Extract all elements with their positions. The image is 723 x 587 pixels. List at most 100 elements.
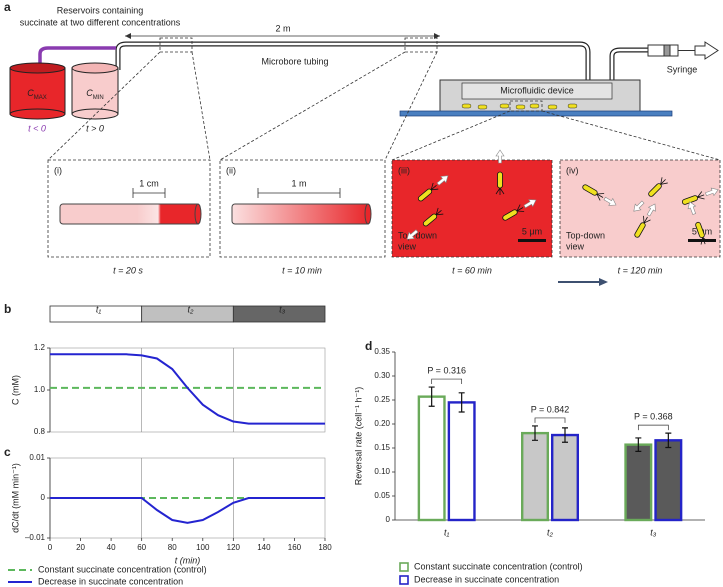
time-label: t > 0 [86,123,104,133]
flagella [643,215,651,224]
x-axis-label: t (min) [175,555,201,565]
tube-end [194,203,202,225]
time-label: t < 0 [28,123,46,133]
tubing-label: Microbore tubing [261,56,328,66]
flagella [435,207,444,216]
y-tick-label: 0.30 [374,371,390,380]
y-tick-label: 0.25 [374,395,390,404]
panel-label: a [4,0,11,14]
reservoir [71,67,119,115]
tubing [115,41,591,82]
zoom-line [47,51,721,161]
view-label: view [398,241,417,251]
significance-bracket [431,378,463,385]
p-value: P = 0.316 [427,365,466,375]
series-line [50,353,325,425]
y-tick-label: 1.2 [34,343,46,352]
view-label: Top-down [398,230,437,240]
device-chamber [461,82,613,100]
reservoir-label: CMIN [86,88,104,100]
bacterium [687,201,709,245]
legend-label: Decrease in succinate concentration [38,576,183,586]
legend-label: Constant succinate concentration (contro… [414,561,583,571]
y-tick-label: 0.8 [34,427,46,436]
subscript: MAX [34,95,47,101]
bar [551,433,580,522]
length-label: 2 m [275,23,290,33]
bacterium [495,149,505,195]
significance-bracket [534,417,566,423]
tubing [610,48,648,82]
y-tick-label: 0 [386,515,391,524]
bacterium [634,203,656,238]
flagella [700,237,709,245]
bar [417,395,446,522]
cell-body [497,171,503,189]
time-label: t = 20 s [113,265,143,275]
flow-arrow [694,41,719,60]
reservoirs-label: succinate at two different concentration… [20,17,181,27]
y-tick-label: 0.01 [29,453,45,462]
motion-arrow [603,196,617,206]
bacterium [417,175,449,202]
syringe-plunger [663,44,671,57]
tubing [38,46,116,66]
tube-end [364,203,372,225]
motion-arrow [523,199,537,209]
inset-label: (iii) [398,165,410,175]
motion-arrow [646,203,656,217]
scale-arrow [132,188,341,198]
tubing [116,42,590,82]
bar [521,431,550,522]
reservoir-label: CMAX [27,88,47,100]
arrow-head [599,278,608,286]
flagella [697,191,705,200]
glass-slide [399,110,673,117]
panel-label: d [365,339,372,353]
x-tick-label: 140 [257,543,271,552]
scale-label: 1 m [291,178,306,188]
x-tick-label: 160 [288,543,302,552]
flagella [516,204,525,212]
y-tick-label: 0.15 [374,443,390,452]
motion-arrow [406,229,419,240]
view-label: Top-down [566,230,605,240]
x-tick-label: 60 [137,543,146,552]
panel-label: c [4,445,11,459]
panel-a: a Reservoirs containing succinate at two… [4,0,721,286]
x-tick-label: 100 [196,543,210,552]
y-tick-label: 0.10 [374,467,390,476]
reservoirs-label: Reservoirs containing [57,5,144,15]
flagella [495,187,505,195]
tube [231,203,371,225]
panel-label: b [4,302,11,316]
error-bar [562,427,568,443]
flagella [596,193,605,201]
x-tick-label: 120 [227,543,241,552]
error-bar [665,432,672,449]
y-tick-label: –0.01 [25,533,46,542]
y-tick-label: 0 [41,493,46,502]
syringe [647,44,679,57]
x-tick-label: 40 [107,543,116,552]
motion-arrow [687,201,697,215]
y-tick-label: 1.0 [34,385,46,394]
x-tick-label: t₂ [547,527,554,537]
motion-arrow [633,200,645,212]
y-tick-label: 0.05 [374,491,390,500]
series-line [50,497,325,524]
flagella [430,182,439,191]
time-label: t = 120 min [618,265,663,275]
cells [461,103,578,110]
legend-label: Constant succinate concentration (contro… [38,564,207,574]
legend-swatch [399,575,409,585]
x-tick-label: 180 [318,543,332,552]
reservoir [9,67,66,115]
tubing [609,47,648,82]
y-axis-label: Reversal rate (cell⁻¹ h⁻¹) [353,387,363,486]
bar [447,401,476,522]
scale-label: 1 cm [139,178,159,188]
tube [59,203,201,225]
phase-label: t₁ [96,304,102,314]
